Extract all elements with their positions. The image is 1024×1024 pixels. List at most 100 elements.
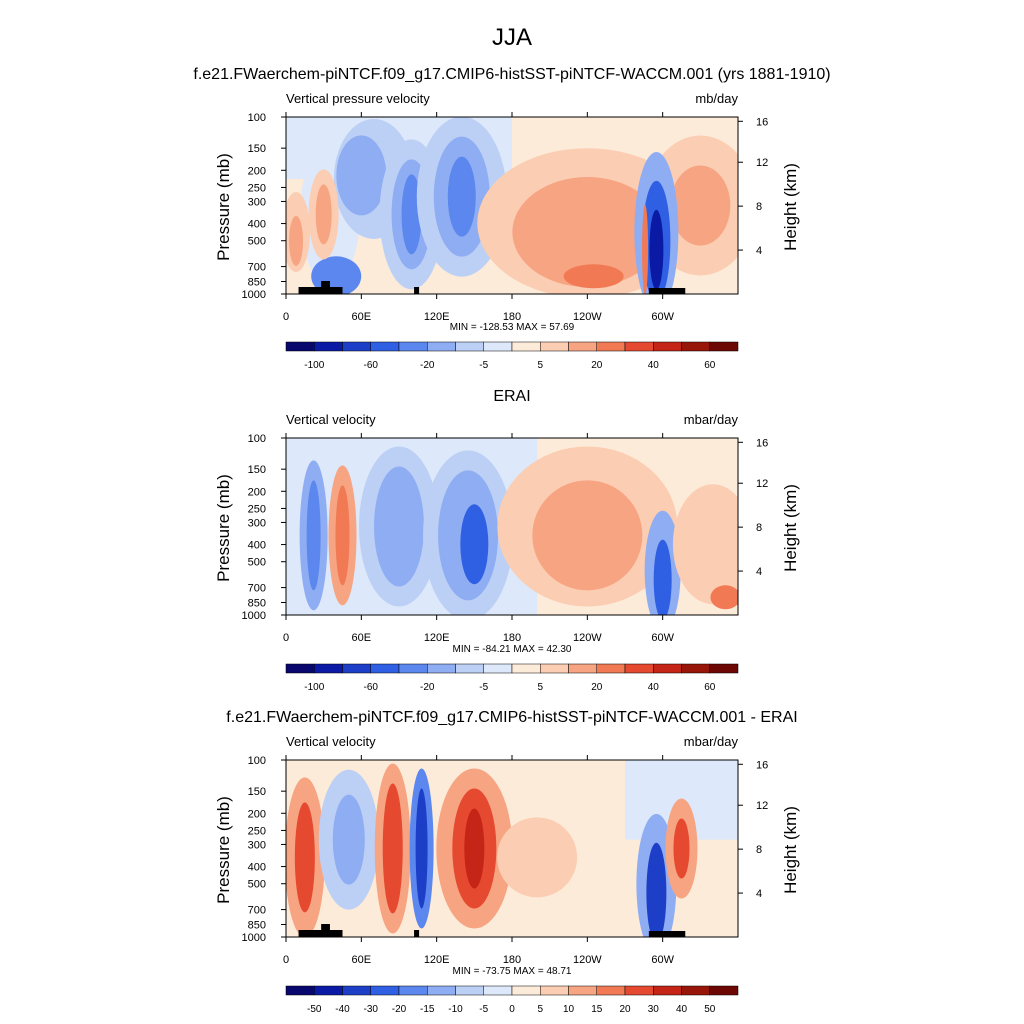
- colorbar-swatch: [370, 341, 400, 352]
- panel-diff-title: f.e21.FWaerchem-piNTCF.f09_g17.CMIP6-his…: [226, 709, 797, 726]
- contour-region: [672, 484, 738, 605]
- panel-erai-ylabel-right: Height (km): [781, 484, 800, 572]
- contour-region: [532, 480, 643, 591]
- x-tick-label: 60E: [352, 954, 372, 966]
- contour-region: [464, 808, 485, 889]
- contour-region: [332, 794, 365, 885]
- colorbar-label: 10: [563, 1004, 575, 1015]
- main-title: f.e21.FWaerchem-piNTCF.f09_g17.CMIP6-his…: [193, 66, 830, 83]
- colorbar-label: -100: [304, 682, 324, 693]
- y-tick-label: 200: [248, 486, 266, 498]
- colorbar-swatch: [568, 985, 597, 996]
- contour-field: [286, 438, 738, 615]
- y-tick-label: 200: [248, 165, 266, 177]
- y-tick-label: 400: [248, 540, 266, 552]
- colorbar-swatch: [314, 985, 343, 996]
- panel-diff-ylabel-right: Height (km): [781, 806, 800, 894]
- panel-diff-ylabel: Pressure (mb): [214, 796, 233, 904]
- season-title: JJA: [492, 24, 532, 51]
- colorbar-swatch: [624, 341, 654, 352]
- topography-mask: [321, 281, 330, 294]
- colorbar-label: -20: [420, 682, 435, 693]
- y-right-tick-label: 4: [756, 245, 762, 257]
- colorbar-swatch: [342, 663, 371, 674]
- colorbar-swatch: [370, 663, 400, 674]
- y-tick-label: 700: [248, 905, 266, 917]
- y-tick-label: 850: [248, 277, 266, 289]
- colorbar-label: 0: [509, 1004, 515, 1015]
- contour-region: [710, 585, 738, 610]
- contour-region: [401, 174, 422, 255]
- y-tick-label: 300: [248, 196, 266, 208]
- colorbar-swatch: [653, 985, 682, 996]
- x-tick-label: 120E: [424, 632, 450, 644]
- y-tick-label: 250: [248, 503, 266, 515]
- y-tick-label: 150: [248, 786, 266, 798]
- colorbar-swatch: [653, 663, 682, 674]
- topography-mask: [648, 931, 686, 937]
- contour-region: [315, 184, 332, 245]
- colorbar: -100 -60 -20 -5 5 20 40 60: [285, 663, 739, 693]
- contour-region: [673, 818, 690, 879]
- colorbar-swatch: [709, 985, 739, 996]
- colorbar-swatch: [370, 985, 400, 996]
- y-right-tick-label: 12: [756, 800, 768, 812]
- y-tick-label: 700: [248, 583, 266, 595]
- y-tick-label: 100: [248, 755, 266, 767]
- colorbar-swatch: [596, 341, 626, 352]
- colorbar-label: -10: [448, 1004, 463, 1015]
- y-tick-label: 400: [248, 219, 266, 231]
- colorbar-swatch: [596, 985, 626, 996]
- y-tick-label: 1000: [242, 932, 266, 944]
- colorbar-swatch: [285, 985, 315, 996]
- colorbar-label: 20: [619, 1004, 631, 1015]
- colorbar-label: -5: [479, 360, 488, 371]
- colorbar-swatch: [511, 341, 541, 352]
- colorbar-label: 5: [537, 682, 543, 693]
- contour-region: [382, 783, 403, 914]
- contour-region: [670, 165, 731, 246]
- colorbar-label: -5: [479, 682, 488, 693]
- colorbar-label: -30: [364, 1004, 379, 1015]
- y-tick-label: 250: [248, 825, 266, 837]
- contour-region: [530, 117, 738, 135]
- x-tick-label: 0: [283, 311, 289, 323]
- panel-erai-left-label: Vertical velocity: [286, 412, 376, 427]
- panel-model-units: mb/day: [695, 91, 738, 106]
- colorbar-label: 60: [704, 682, 716, 693]
- colorbar-swatch: [427, 341, 456, 352]
- panel-erai-ylabel: Pressure (mb): [214, 474, 233, 582]
- colorbar-label: -100: [304, 360, 324, 371]
- x-tick-label: 120W: [573, 632, 602, 644]
- colorbar-label: 40: [676, 1004, 688, 1015]
- panel-erai: ERAI Vertical velocity mbar/day Pressure…: [214, 388, 800, 693]
- contour-region: [646, 842, 667, 937]
- colorbar-swatch: [342, 985, 371, 996]
- panel-model-stats: MIN = -128.53 MAX = 57.69: [450, 322, 575, 333]
- y-tick-label: 500: [248, 236, 266, 248]
- y-right-tick-label: 4: [756, 888, 762, 900]
- colorbar-swatch: [483, 663, 513, 674]
- contour-field: [286, 760, 738, 937]
- colorbar-label: -50: [307, 1004, 322, 1015]
- colorbar-swatch: [483, 985, 513, 996]
- y-tick-label: 850: [248, 598, 266, 610]
- topography-mask: [298, 287, 343, 294]
- panel-diff: f.e21.FWaerchem-piNTCF.f09_g17.CMIP6-his…: [214, 709, 800, 1015]
- colorbar-swatch: [511, 663, 541, 674]
- colorbar-swatch: [314, 341, 343, 352]
- contour-region: [294, 802, 315, 913]
- x-tick-label: 60W: [651, 632, 674, 644]
- colorbar-swatch: [398, 341, 428, 352]
- x-tick-label: 0: [283, 632, 289, 644]
- colorbar-label: 20: [591, 360, 603, 371]
- colorbar-label: 40: [648, 682, 660, 693]
- y-tick-label: 300: [248, 839, 266, 851]
- y-tick-label: 700: [248, 262, 266, 274]
- contour-region: [642, 204, 649, 294]
- contour-field: [286, 117, 738, 294]
- colorbar: -100 -60 -20 -5 5 20 40 60: [285, 341, 739, 371]
- colorbar-swatch: [540, 663, 569, 674]
- y-tick-label: 250: [248, 182, 266, 194]
- colorbar-label: 20: [591, 682, 603, 693]
